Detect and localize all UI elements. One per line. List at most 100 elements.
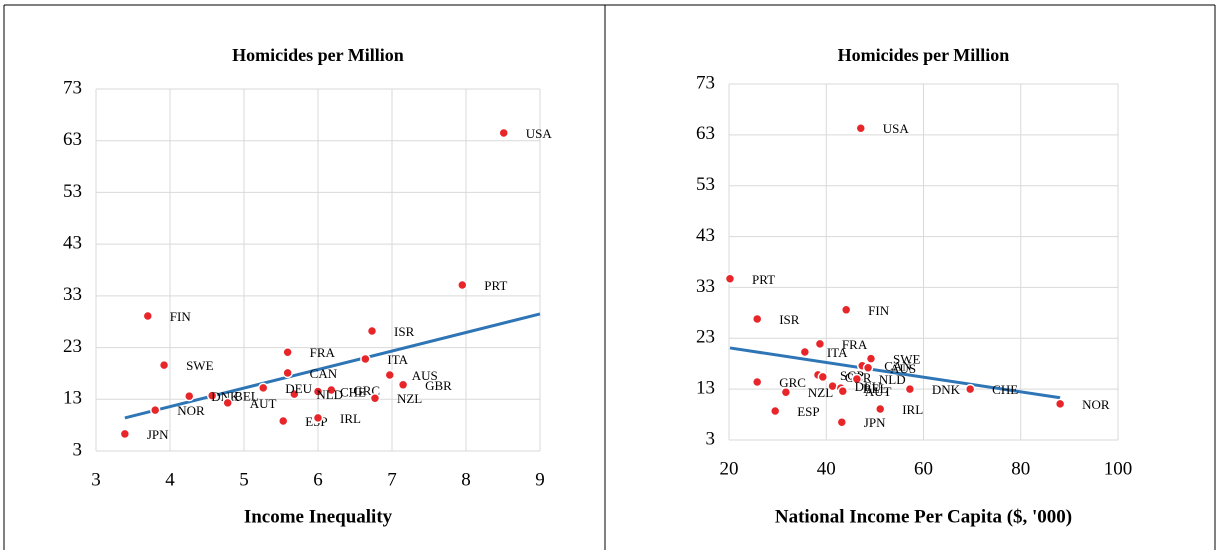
point-label: NLD [316,387,343,402]
point [751,313,763,325]
x-tick-label: 80 [1011,458,1030,479]
point [964,383,976,395]
point-label: NOR [1082,397,1110,412]
trendline [729,346,1061,400]
y-tick-label: 13 [63,388,82,409]
y-tick-label: 43 [63,233,82,254]
point-label: JPN [864,415,886,430]
y-tick-label: 23 [696,327,715,348]
point [457,279,468,291]
point [277,415,289,427]
point-label: JPN [147,427,169,442]
y-tick-label: 73 [696,72,715,93]
point-label: FIN [170,309,192,324]
point-label: ISR [394,324,415,339]
point [149,404,161,416]
point [257,382,269,394]
point [158,359,170,371]
point-label: CAN [884,359,912,374]
point [862,362,874,374]
y-tick-label: 23 [63,336,82,357]
trendline [124,312,541,420]
chart-title: Homicides per Million [838,45,1010,65]
point [837,385,849,397]
point-label: SWE [893,352,921,367]
point-label: FIN [868,303,890,318]
x-axis-title: National Income Per Capita ($, '000) [775,506,1072,527]
x-tick-label: 40 [817,458,836,479]
point-label: BEL [863,381,888,396]
point-label: DEU [285,381,312,396]
point-label: CAN [310,366,338,381]
y-tick-label: 73 [63,77,82,98]
point [222,397,233,409]
point [498,127,509,139]
point-label: GRC [779,375,806,390]
point [326,384,337,396]
point [183,390,195,402]
point-label: GBR [425,378,452,393]
point-label: ITA [827,345,848,360]
point-label: NZL [397,391,422,406]
point [817,371,829,383]
y-tick-label: 13 [696,378,715,399]
point-label: ESP [797,404,819,419]
point [724,273,736,285]
point [836,416,848,428]
point [751,376,763,388]
point-label: FRA [842,337,868,352]
point [312,386,324,397]
point [366,325,378,337]
x-tick-label: 7 [387,469,397,490]
point-label: SWE [186,358,214,373]
y-tick-label: 53 [696,174,715,195]
y-tick-label: 63 [696,123,715,144]
point [855,122,867,134]
y-tick-label: 3 [706,428,716,449]
point-label: DNK [211,389,240,404]
point-label: NLD [879,372,906,387]
point [369,393,381,404]
point-label: AUS [412,368,438,383]
y-tick-label: 33 [63,284,82,305]
point-label: NZL [808,385,833,400]
point [289,388,300,400]
point-label: FRA [310,345,336,360]
x-axis-title: Income Inequality [244,506,393,527]
point-label: ITA [387,352,408,367]
point [119,428,131,440]
point-label: USA [526,126,553,141]
chart-title: Homicides per Million [232,45,404,65]
point [874,403,886,415]
point-label: AUS [890,361,916,376]
point [840,304,852,316]
point [1054,398,1066,410]
point-label: DNK [932,382,961,397]
point [865,353,877,364]
x-tick-label: 4 [165,469,175,490]
point-label: NOR [177,403,205,418]
point [904,383,916,395]
x-tick-label: 8 [461,469,471,490]
point-label: IRL [902,402,923,417]
point [780,386,792,398]
point [851,373,863,385]
point-label: ISR [779,312,800,327]
point [769,405,781,417]
point [360,353,371,365]
x-tick-label: 5 [239,469,249,490]
y-tick-label: 3 [73,439,83,460]
x-tick-label: 60 [914,458,933,479]
x-tick-label: 100 [1104,458,1133,479]
point-label: IRL [340,411,361,426]
x-tick-label: 3 [91,469,101,490]
y-tick-label: 43 [696,225,715,246]
y-tick-label: 53 [63,181,82,202]
point [142,310,154,322]
point-label: CHE [992,382,1018,397]
point [312,412,324,424]
point-label: AUT [250,396,277,411]
y-tick-label: 63 [63,129,82,150]
